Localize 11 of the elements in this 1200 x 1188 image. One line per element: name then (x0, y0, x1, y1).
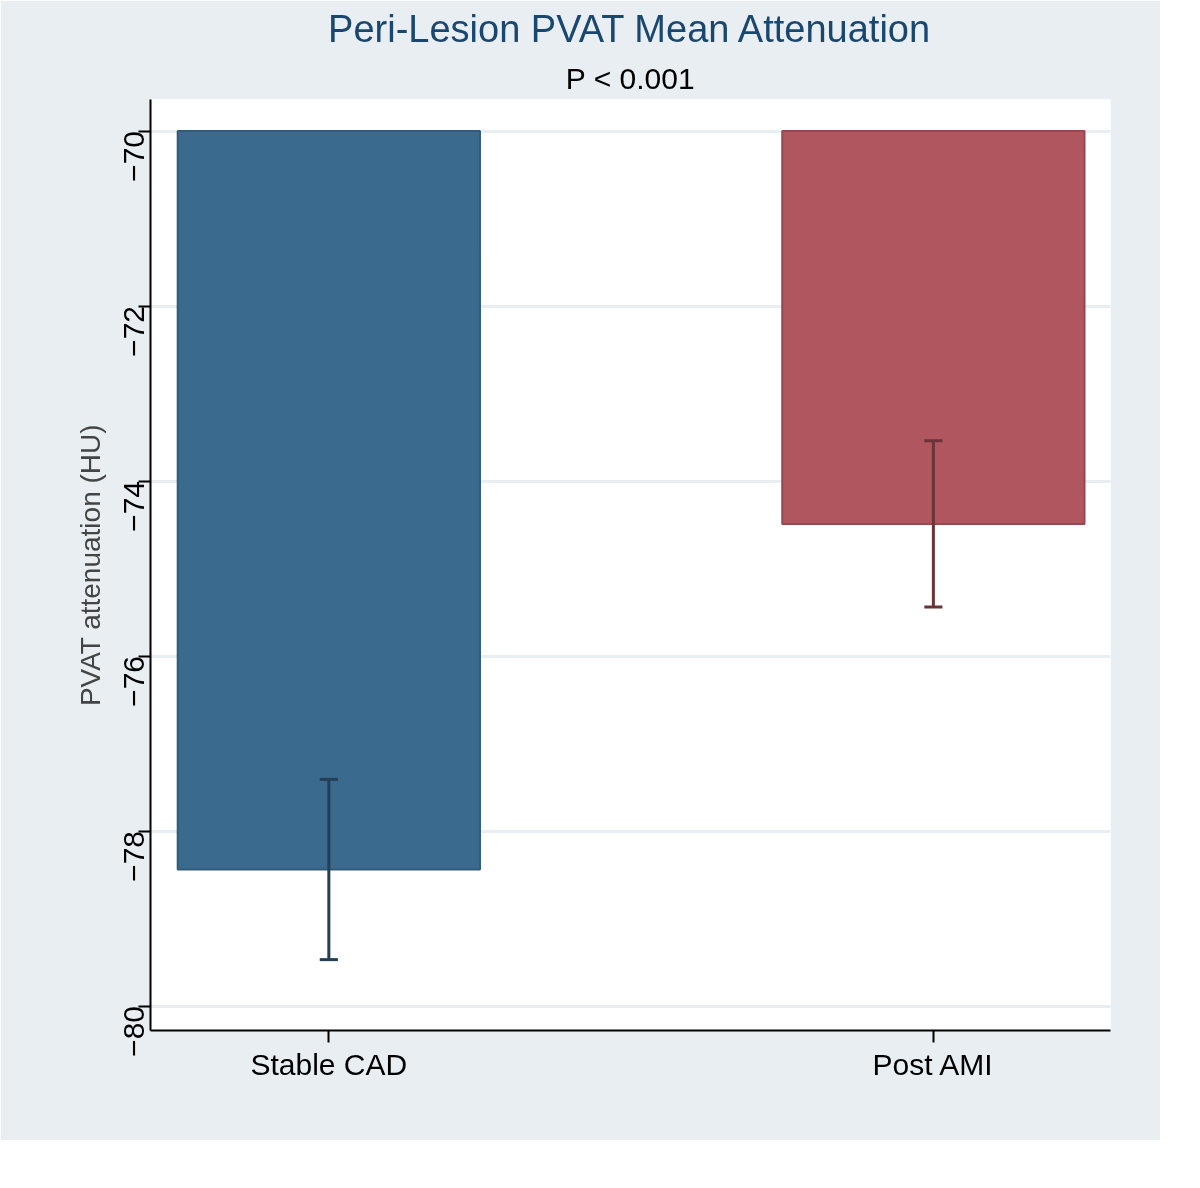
y-tick-label: −80 (116, 1006, 150, 1057)
y-tick-label: −74 (116, 481, 150, 532)
x-tick-label: Stable CAD (250, 1047, 408, 1081)
y-axis-title: PVAT attenuation (HU) (74, 424, 106, 707)
chart-subtitle: P < 0.001 (565, 61, 695, 95)
x-tick-label: Post AMI (872, 1047, 993, 1081)
chart-title: Peri-Lesion PVAT Mean Attenuation (328, 7, 931, 50)
y-tick-label: −72 (116, 306, 150, 357)
y-tick-label: −76 (116, 656, 150, 707)
y-tick-label: −78 (116, 831, 150, 882)
y-tick-label: −70 (116, 131, 150, 182)
